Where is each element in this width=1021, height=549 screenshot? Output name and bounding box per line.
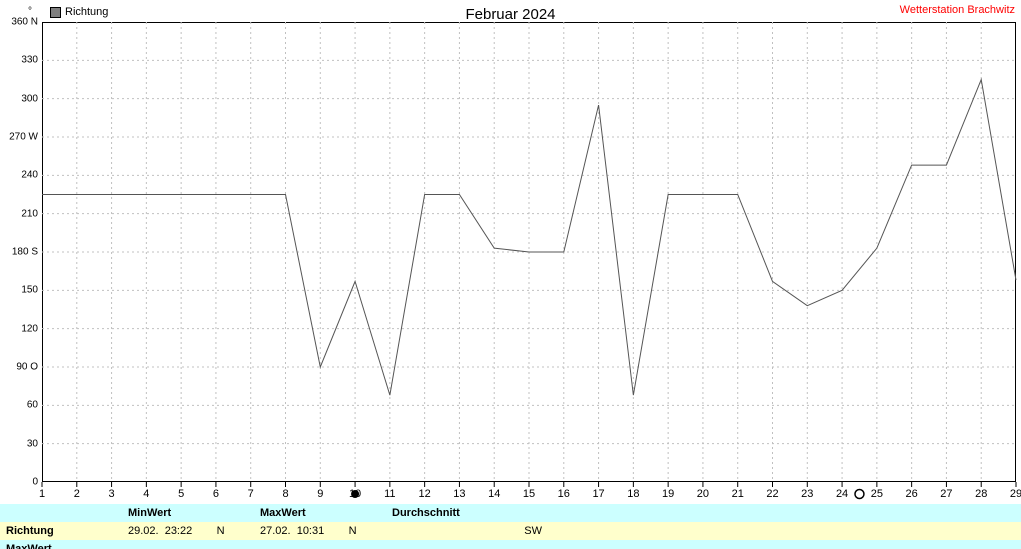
x-tick-label: 4 <box>143 488 149 500</box>
x-tick-label: 15 <box>523 488 535 500</box>
y-tick-label: 180 S <box>2 247 38 258</box>
x-tick-label: 2 <box>74 488 80 500</box>
x-tick-label: 3 <box>109 488 115 500</box>
x-tick-label: 8 <box>282 488 288 500</box>
legend: Richtung <box>50 6 108 18</box>
legend-swatch <box>50 7 61 18</box>
stats-cell: MaxWert <box>254 507 386 519</box>
x-tick-label: 9 <box>317 488 323 500</box>
stats-row: Richtung29.02. 23:22 N27.02. 10:31 NSW <box>0 522 1021 540</box>
stats-cell: 29.02. 23:22 N <box>122 525 254 537</box>
stats-row: MaxWert <box>0 540 1021 549</box>
stats-cell: 27.02. 10:31 N <box>254 525 386 537</box>
stats-cell: MinWert <box>122 507 254 519</box>
x-tick-label: 20 <box>697 488 709 500</box>
axis-marker <box>855 490 864 499</box>
stats-cell: MaxWert <box>0 543 122 549</box>
x-tick-label: 23 <box>801 488 813 500</box>
x-tick-label: 28 <box>975 488 987 500</box>
x-tick-label: 11 <box>384 488 395 500</box>
x-tick-label: 29 <box>1010 488 1021 500</box>
y-tick-label: 120 <box>2 323 38 334</box>
unit-label: ° <box>28 6 32 17</box>
y-tick-label: 0 <box>2 477 38 488</box>
y-tick-label: 210 <box>2 208 38 219</box>
x-tick-label: 18 <box>627 488 639 500</box>
chart-title: Februar 2024 <box>0 6 1021 23</box>
x-tick-label: 25 <box>871 488 883 500</box>
x-tick-label: 26 <box>906 488 918 500</box>
x-tick-label: 22 <box>766 488 778 500</box>
x-tick-label: 14 <box>488 488 500 500</box>
x-tick-label: 5 <box>178 488 184 500</box>
stats-row: MinWertMaxWertDurchschnitt <box>0 504 1021 522</box>
x-tick-label: 19 <box>662 488 674 500</box>
x-tick-label: 1 <box>39 488 45 500</box>
y-tick-label: 300 <box>2 93 38 104</box>
y-tick-label: 240 <box>2 170 38 181</box>
y-tick-label: 60 <box>2 400 38 411</box>
y-tick-label: 360 N <box>2 17 38 28</box>
legend-label: Richtung <box>65 6 108 18</box>
x-tick-label: 7 <box>248 488 254 500</box>
station-label: Wetterstation Brachwitz <box>900 4 1015 16</box>
stats-cell: Richtung <box>0 525 122 537</box>
y-tick-label: 150 <box>2 285 38 296</box>
y-tick-label: 330 <box>2 55 38 66</box>
stats-cell: Durchschnitt <box>386 507 548 519</box>
x-tick-label: 16 <box>558 488 570 500</box>
x-tick-label: 10 <box>349 488 361 500</box>
x-tick-label: 6 <box>213 488 219 500</box>
y-tick-label: 30 <box>2 438 38 449</box>
y-tick-label: 90 O <box>2 362 38 373</box>
plot-area <box>42 22 1016 482</box>
x-tick-label: 24 <box>836 488 848 500</box>
x-tick-label: 21 <box>732 488 744 500</box>
stats-table: MinWertMaxWertDurchschnittRichtung29.02.… <box>0 504 1021 549</box>
y-tick-label: 270 W <box>2 132 38 143</box>
x-tick-label: 17 <box>592 488 604 500</box>
x-tick-label: 13 <box>453 488 465 500</box>
stats-cell: SW <box>386 525 548 537</box>
x-tick-label: 12 <box>419 488 431 500</box>
x-tick-label: 27 <box>940 488 952 500</box>
